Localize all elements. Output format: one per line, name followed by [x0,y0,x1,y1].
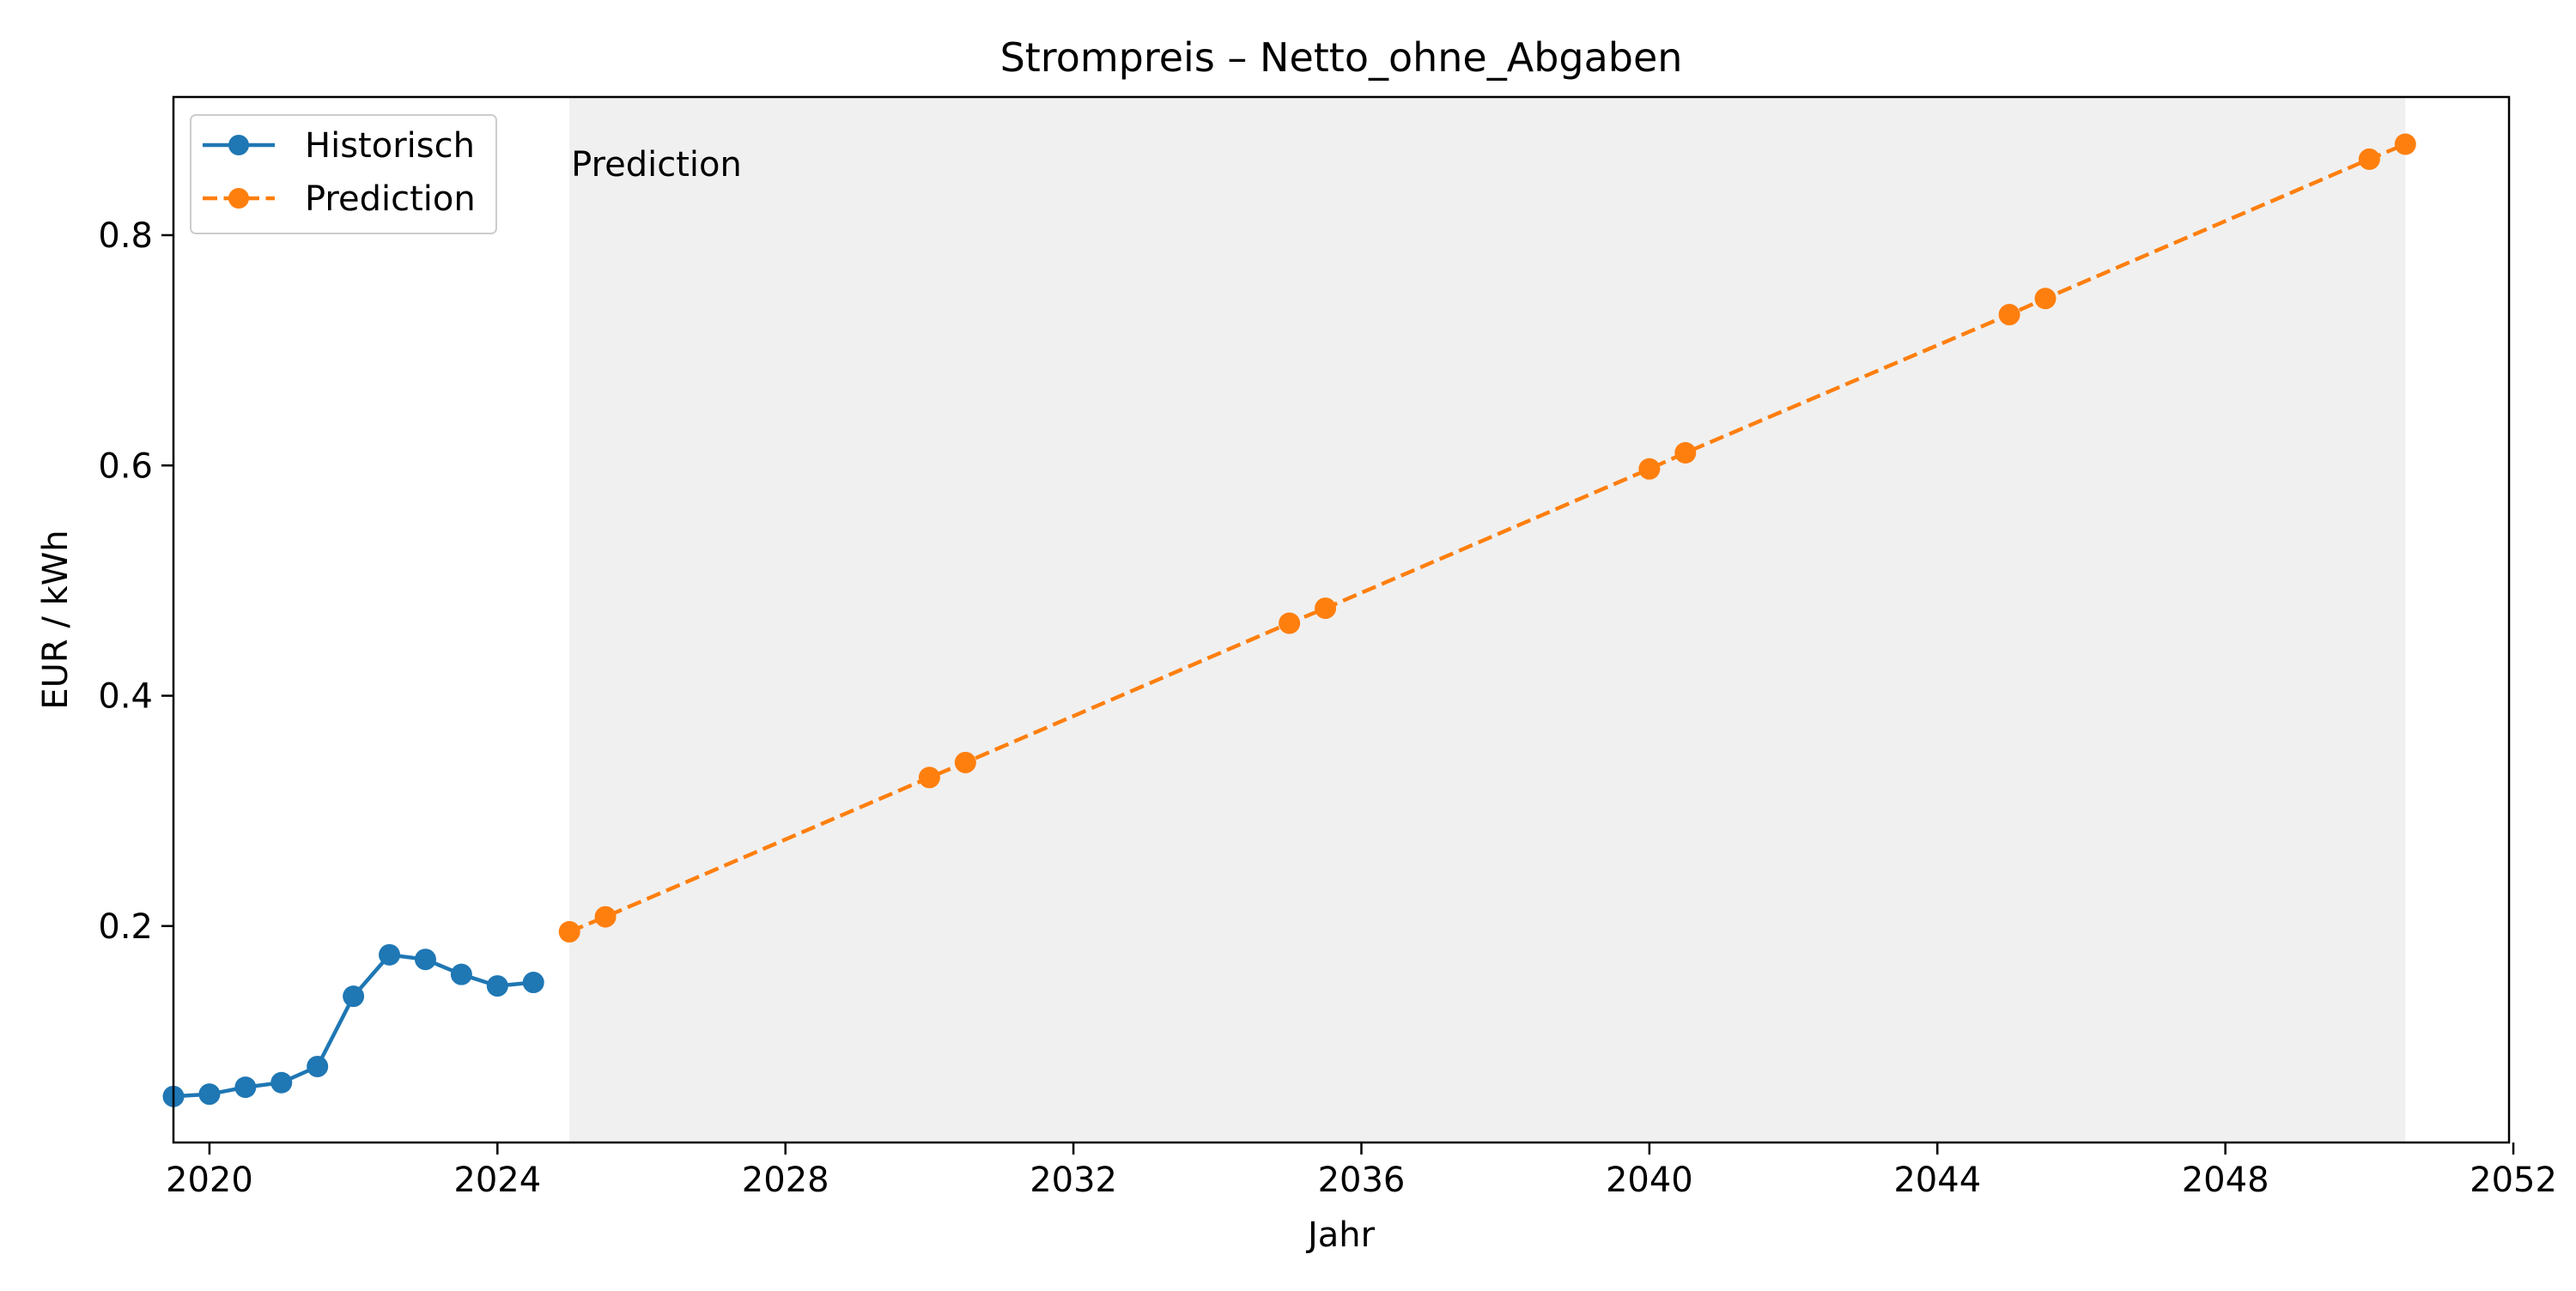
data-point-prediction [954,751,976,773]
chart-title: Strompreis – Netto_ohne_Abgaben [1000,34,1683,81]
x-tick-label: 2052 [2470,1161,2557,1200]
x-tick-label: 2028 [742,1161,829,1200]
x-tick-label: 2020 [166,1161,253,1200]
series-layer [162,133,2416,1107]
data-point-prediction [1638,458,1661,480]
axis-layer: 2020 2024 2028 2032 2036 2040 2044 2048 2052 0.2 0… [98,216,2557,1200]
legend-entry-prediction: Prediction [203,179,476,219]
y-tick-label: 0.2 [98,907,153,947]
x-tick-label: 2024 [453,1161,541,1200]
data-point-prediction [1674,441,1697,464]
series-line-prediction [568,142,2407,934]
plot-frame [172,95,2511,1144]
data-point-historisch [343,985,365,1008]
data-point-historisch [198,1083,221,1106]
legend-label-prediction: Prediction [305,179,476,219]
legend-marker-prediction [228,188,249,209]
data-point-prediction [2394,133,2416,155]
prediction-region-label: Prediction [571,145,742,185]
data-point-prediction [1315,597,1337,620]
legend-entry-historisch: Historisch [203,126,475,166]
x-tick-label: 2048 [2182,1161,2269,1200]
data-point-prediction [2358,148,2380,170]
data-point-historisch [307,1055,329,1077]
data-point-prediction [594,906,617,928]
legend-label-historisch: Historisch [305,126,475,166]
x-axis-label: Jahr [1305,1215,1376,1255]
y-tick-label: 0.8 [98,216,153,256]
data-point-prediction [2034,288,2057,310]
x-tick-label: 2040 [1606,1161,1693,1200]
y-tick-label: 0.6 [98,446,153,486]
data-point-historisch [486,975,508,997]
legend: Historisch Prediction [190,114,497,234]
x-tick-label: 2036 [1318,1161,1406,1200]
data-point-historisch [270,1071,293,1094]
prediction-region [569,97,2406,1143]
data-point-historisch [522,972,544,994]
data-point-historisch [414,949,436,971]
series-line-historisch [173,953,534,1099]
y-axis-label: EUR / kWh [36,530,76,709]
data-point-historisch [379,943,401,966]
data-point-prediction [1279,612,1301,634]
y-tick-label: 0.4 [98,677,153,717]
prediction-region-layer [569,97,2406,1143]
legend-marker-historisch [228,135,249,155]
data-point-prediction [1998,304,2020,326]
data-point-prediction [558,921,580,943]
x-tick-label: 2044 [1893,1161,1981,1200]
data-point-historisch [450,963,472,985]
data-point-prediction [918,767,940,789]
x-tick-label: 2032 [1030,1161,1117,1200]
data-point-historisch [234,1076,257,1099]
